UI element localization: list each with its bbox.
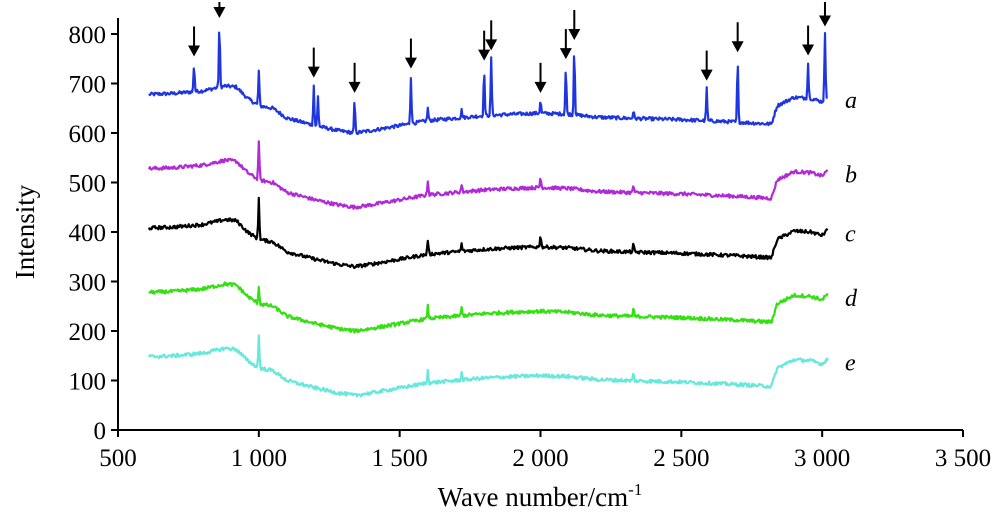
- peak-arrow-head: [213, 7, 226, 18]
- peak-arrow: [478, 30, 491, 61]
- series-line-e: [147, 334, 829, 398]
- y-tick-label: 0: [94, 418, 107, 445]
- peak-arrow: [818, 2, 831, 27]
- y-axis: 0 100 200 300 400 500 600 700 800: [69, 18, 119, 445]
- x-axis: 500 1 000 1 500 2 000 2 500 3 000 3 500: [99, 429, 991, 472]
- peak-arrow: [307, 47, 320, 78]
- x-tick-label: 2 500: [653, 445, 709, 472]
- peak-arrow-head: [568, 28, 581, 40]
- peak-arrow: [404, 38, 417, 69]
- peak-arrow-head: [348, 81, 361, 93]
- peak-arrow-head: [188, 45, 201, 57]
- peak-arrow: [188, 26, 201, 57]
- x-axis-title-superscript: -1: [628, 480, 642, 499]
- y-tick-label: 700: [69, 72, 107, 99]
- peak-arrow-head: [404, 57, 417, 69]
- peak-arrow-head: [485, 39, 498, 51]
- peak-arrow-head: [534, 81, 547, 93]
- y-tick-label: 200: [69, 319, 107, 346]
- peak-arrow: [700, 50, 713, 81]
- peak-arrow-head: [559, 48, 572, 60]
- peak-arrow-head: [731, 41, 744, 53]
- y-tick-label: 600: [69, 121, 107, 148]
- peak-arrow-head: [700, 69, 713, 81]
- peak-arrow-head: [307, 66, 320, 78]
- peak-arrow: [568, 9, 581, 40]
- peak-arrow: [559, 29, 572, 60]
- y-tick-label: 800: [69, 22, 107, 49]
- y-tick-label: 500: [69, 171, 107, 198]
- series-line-c: [147, 196, 829, 270]
- y-tick-label: 400: [69, 220, 107, 247]
- y-axis-title: Intensity: [10, 184, 40, 279]
- x-tick-label: 2 000: [512, 445, 568, 472]
- peak-arrow: [213, 2, 226, 18]
- x-tick-label: 1 000: [231, 445, 287, 472]
- y-tick-label: 300: [69, 270, 107, 297]
- plot-area: a b c d e: [147, 2, 858, 398]
- series-line-d: [148, 281, 829, 334]
- peak-arrow-head: [802, 44, 815, 56]
- peak-arrow: [731, 22, 744, 53]
- series-label-c: c: [845, 222, 856, 248]
- series-label-e: e: [845, 350, 856, 376]
- x-tick-label: 3 000: [794, 445, 850, 472]
- y-tick-label: 100: [69, 369, 107, 396]
- series-line-a: [148, 31, 828, 136]
- peak-arrow: [485, 20, 498, 51]
- x-tick-label: 3 500: [935, 445, 991, 472]
- x-tick-label: 1 500: [372, 445, 428, 472]
- peak-arrow: [802, 25, 815, 56]
- series-line-b: [147, 140, 829, 210]
- series-label-a: a: [845, 88, 857, 114]
- x-axis-title: Wave number/cm-1: [438, 480, 643, 512]
- peak-arrow-head: [478, 49, 491, 61]
- series-label-b: b: [845, 162, 857, 188]
- peak-arrow: [348, 62, 361, 93]
- peak-arrow: [534, 62, 547, 93]
- peak-arrow-head: [818, 15, 831, 27]
- x-tick-label: 500: [99, 445, 137, 472]
- series-label-d: d: [845, 286, 858, 312]
